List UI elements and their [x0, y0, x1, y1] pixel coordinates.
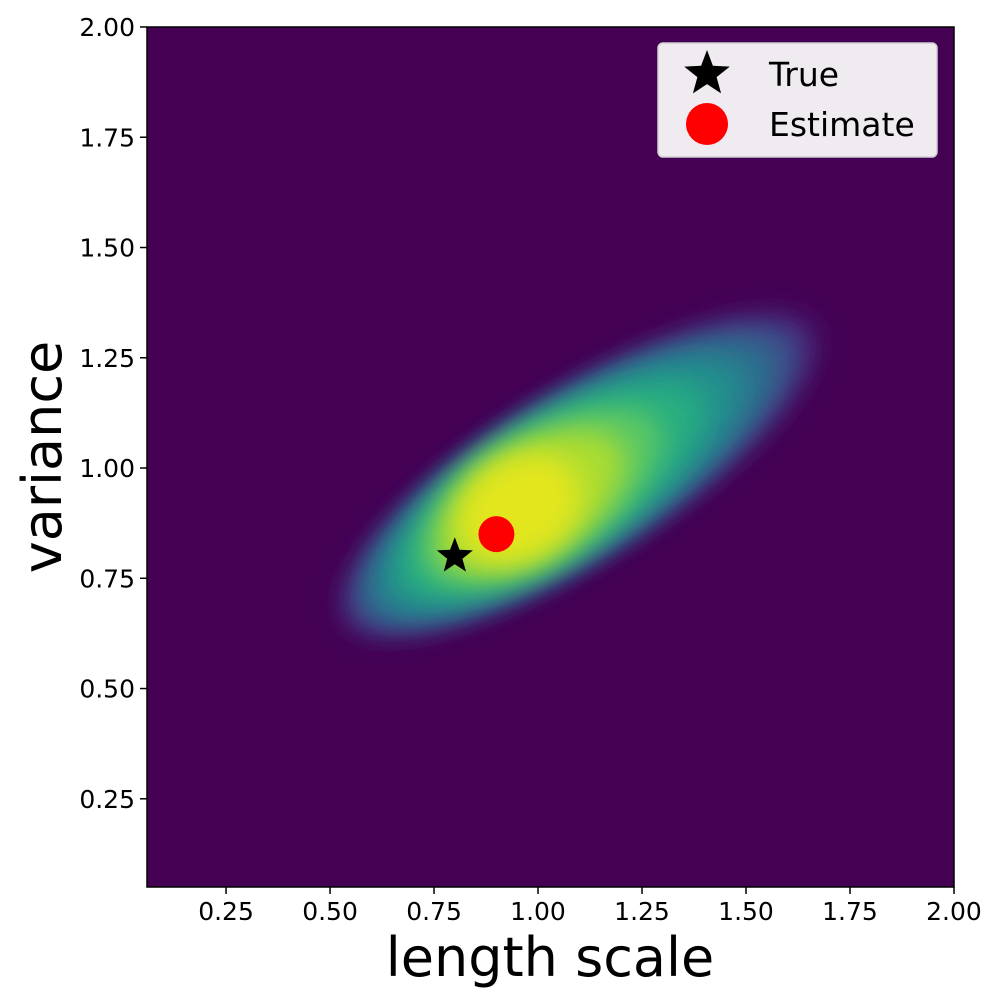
x-tick-label: 0.25	[198, 897, 254, 926]
y-tick-label: 0.75	[79, 564, 135, 593]
true-value-star-marker	[436, 537, 473, 572]
x-tick-label: 0.75	[406, 897, 462, 926]
legend-label: True	[768, 55, 839, 94]
x-tick-label: 1.25	[614, 897, 670, 926]
y-tick-label: 1.00	[79, 454, 135, 483]
y-tick-label: 1.25	[79, 344, 135, 373]
y-tick-label: 0.25	[79, 785, 135, 814]
x-tick-label: 1.75	[822, 897, 878, 926]
estimate-circle-marker	[478, 516, 515, 553]
legend-star-icon	[684, 50, 730, 94]
y-tick-label: 2.00	[79, 13, 135, 42]
y-tick-label: 1.75	[79, 123, 135, 152]
y-axis-label: variance	[11, 341, 74, 573]
y-tick-label: 0.50	[79, 675, 135, 704]
plot-frame	[146, 26, 955, 888]
x-tick-label: 2.00	[926, 897, 982, 926]
x-tick-label: 1.50	[718, 897, 774, 926]
y-tick-label: 1.50	[79, 234, 135, 263]
legend-box	[657, 42, 938, 158]
y-axis-ticks: 0.25 0.50 0.75 1.00 1.25 1.50 1.75 2.00	[79, 13, 147, 814]
x-axis-ticks: 0.25 0.50 0.75 1.00 1.25 1.50 1.75 2.00	[198, 887, 982, 926]
x-axis-label: length scale	[386, 926, 714, 989]
legend: True Estimate	[657, 42, 938, 158]
x-tick-label: 1.00	[510, 897, 566, 926]
legend-circle-icon	[686, 103, 728, 145]
data-points	[436, 516, 515, 572]
legend-label: Estimate	[769, 105, 915, 144]
x-tick-label: 0.50	[302, 897, 358, 926]
